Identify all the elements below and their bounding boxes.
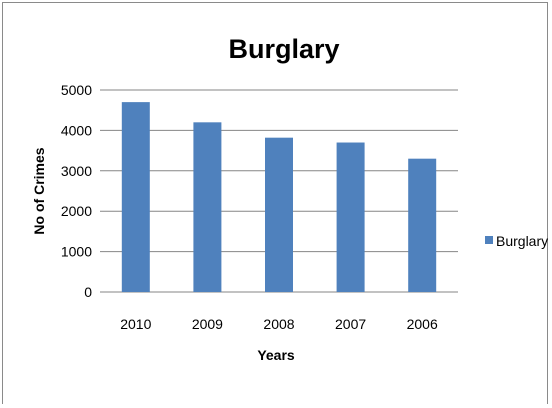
x-tick-label: 2008 [263, 316, 294, 332]
y-tick-labels: 0 1000 2000 3000 4000 5000 [61, 82, 92, 300]
bar-2008 [265, 137, 293, 292]
y-tick-label: 2000 [61, 203, 92, 219]
y-tick-label: 3000 [61, 163, 92, 179]
chart-frame [2, 2, 548, 404]
y-axis-label: No of Crimes [31, 147, 47, 234]
x-axis-label: Years [257, 347, 295, 363]
y-tick-label: 0 [84, 284, 92, 300]
x-tick-label: 2009 [192, 316, 223, 332]
legend-swatch [485, 236, 493, 244]
y-tick-label: 1000 [61, 244, 92, 260]
legend: Burglary [485, 233, 548, 249]
bar-2009 [193, 122, 222, 292]
bar-2006 [408, 158, 437, 292]
bars [121, 102, 437, 293]
x-tick-label: 2010 [120, 316, 151, 332]
y-tick-label: 5000 [61, 82, 92, 98]
bar-2010 [121, 102, 150, 293]
bar-2007 [336, 142, 365, 292]
y-tick-label: 4000 [61, 122, 92, 138]
x-tick-label: 2007 [335, 316, 366, 332]
x-tick-label: 2006 [407, 316, 438, 332]
chart-title: Burglary [228, 34, 339, 64]
x-tick-labels: 2010 2009 2008 2007 2006 [120, 316, 438, 332]
legend-label: Burglary [496, 233, 548, 249]
